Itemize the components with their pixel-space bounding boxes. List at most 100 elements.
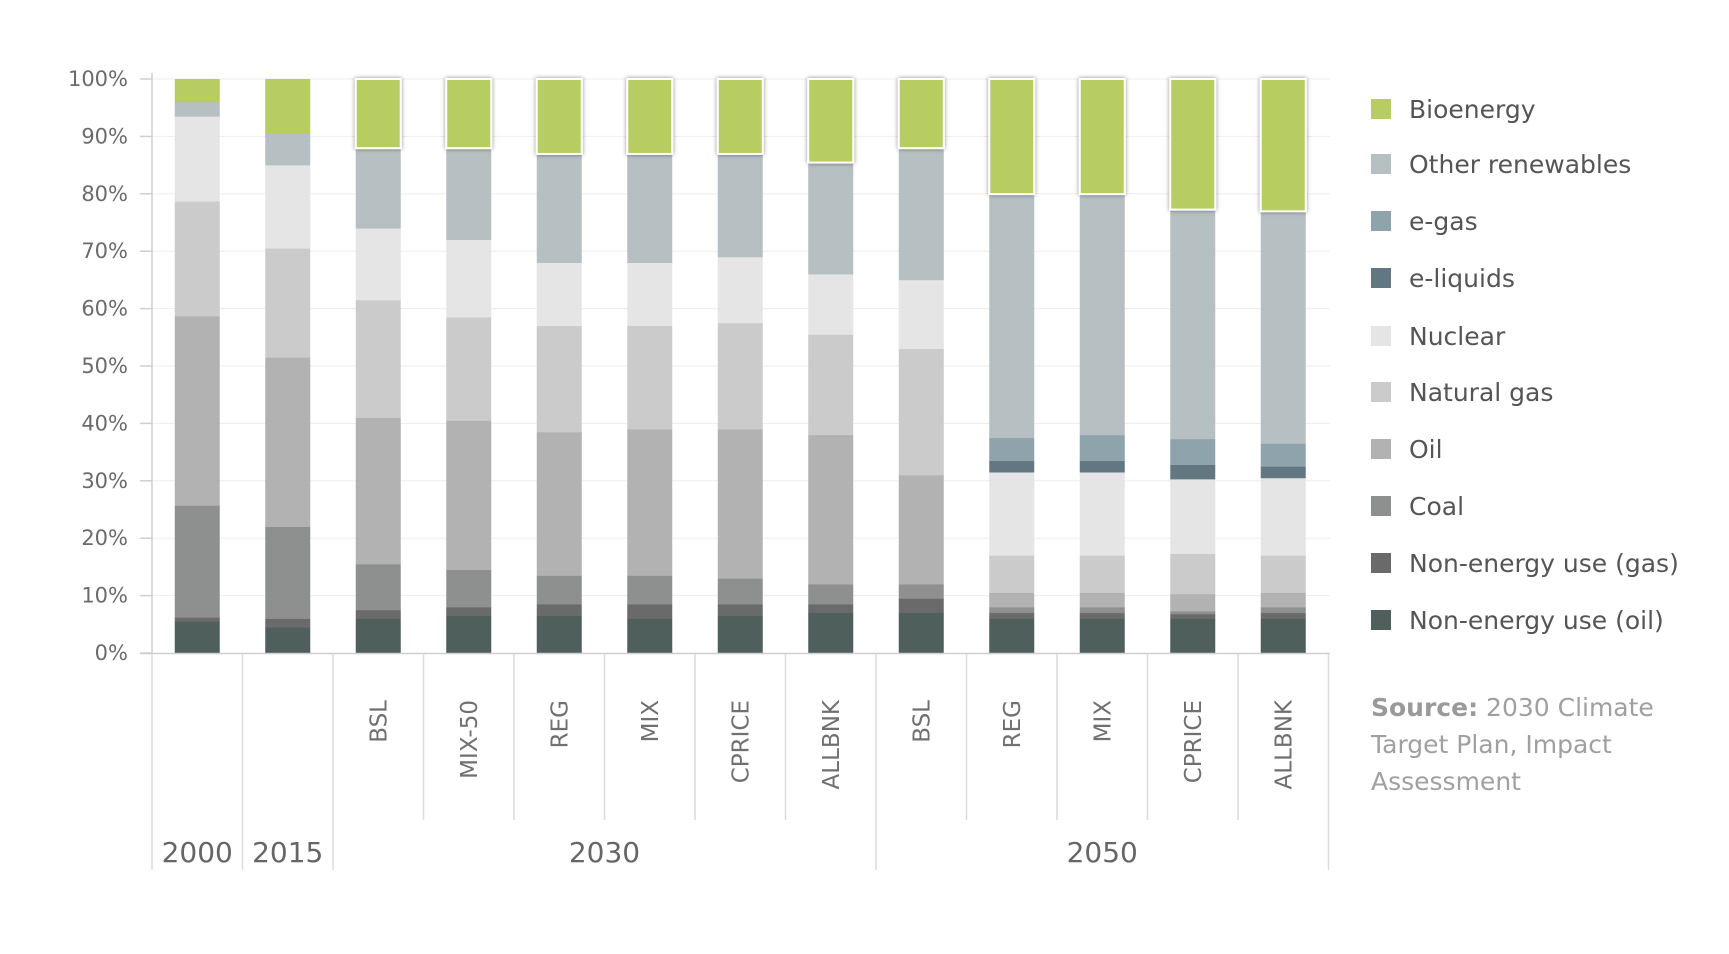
y-tick-label: 0% <box>95 641 128 665</box>
source-text: Source: 2030 Climate <box>1371 693 1654 722</box>
bar-segment-bioenergy <box>1259 78 1307 213</box>
y-tick-label: 20% <box>81 526 128 550</box>
bar-stack <box>1078 78 1126 654</box>
bar-segment-non-energy-use-gas <box>989 612 1035 619</box>
bar-stack <box>265 79 311 654</box>
y-tick-label: 100% <box>68 67 128 91</box>
bar-segment-non-energy-use-oil <box>717 615 763 654</box>
bar-segment-nuclear <box>355 228 401 301</box>
bar-stack <box>535 78 583 654</box>
bar-segment-e-gas <box>1170 438 1216 466</box>
legend-label: Non-energy use (gas) <box>1409 549 1679 578</box>
bar-segment-other-renewables <box>627 153 673 263</box>
legend: Bioenergy Other renewables e-gas e-liquids N… <box>1371 95 1679 635</box>
bar-segment-oil <box>536 432 582 576</box>
bar-segment-bioenergy <box>988 78 1036 196</box>
bar-segment-nuclear <box>536 262 582 327</box>
bar-segment-oil <box>627 429 673 576</box>
group-label: 2015 <box>252 836 323 869</box>
group-label: 2000 <box>162 836 233 869</box>
y-tick-label: 60% <box>81 297 128 321</box>
bar-segment-natural-gas <box>446 317 492 421</box>
bar-segment-other-renewables <box>717 153 763 258</box>
bar-segment-oil <box>355 417 401 565</box>
bar-segment-natural-gas <box>265 248 311 358</box>
bar-segment-natural-gas <box>174 201 220 317</box>
bar-segment-non-energy-use-gas <box>446 607 492 616</box>
bar-segment-bioenergy <box>626 78 674 155</box>
legend-label: e-liquids <box>1409 264 1515 293</box>
y-tick-label: 80% <box>81 182 128 206</box>
bar-segment-bioenergy <box>1169 78 1217 211</box>
bar-segment-non-energy-use-oil <box>627 618 673 654</box>
legend-swatch <box>1371 553 1391 573</box>
bar-stack <box>354 78 402 654</box>
x-tick-label: CPRICE <box>1181 700 1207 783</box>
bar-segment-coal <box>355 564 401 611</box>
bar-segment-coal <box>808 584 854 605</box>
bar-segment-coal <box>265 526 311 619</box>
bar-segment-nuclear <box>1170 479 1216 554</box>
bar-stack <box>1169 78 1217 654</box>
bar-segment-natural-gas <box>989 555 1035 594</box>
bar-segment-oil <box>1170 593 1216 612</box>
bar-segment-nuclear <box>446 239 492 318</box>
bar-segment-nuclear <box>808 274 854 335</box>
bar-segment-bioenergy <box>354 78 402 150</box>
legend-swatch <box>1371 439 1391 459</box>
bar-segment-non-energy-use-oil <box>265 627 311 654</box>
bar-segment-e-gas <box>1260 443 1306 467</box>
bar-segment-e-gas <box>1079 434 1125 462</box>
bar-segment-bioenergy <box>1078 78 1126 196</box>
bar-segment-non-energy-use-oil <box>1260 618 1306 654</box>
bar-segment-non-energy-use-oil <box>1170 618 1216 654</box>
bar-segment-bioenergy <box>445 78 493 150</box>
legend-label: Bioenergy <box>1409 95 1536 124</box>
bar-stack <box>626 78 674 654</box>
legend-swatch <box>1371 154 1391 174</box>
bar-segment-e-liquids <box>989 460 1035 473</box>
y-axis-ticks: 0% 10% 20% 30% 40% 50% 60% 70% 80% 90% 100% <box>68 67 152 665</box>
bar-segment-nuclear <box>989 472 1035 556</box>
axes <box>140 73 1330 870</box>
legend-label: Non-energy use (oil) <box>1409 606 1664 635</box>
x-tick-label: ALLBNK <box>1271 699 1297 789</box>
y-tick-label: 50% <box>81 354 128 378</box>
bar-segment-non-energy-use-gas <box>1079 612 1125 619</box>
bar-segment-bioenergy <box>265 79 311 134</box>
bar-segment-nuclear <box>627 262 673 327</box>
legend-swatch <box>1371 496 1391 516</box>
legend-label: Nuclear <box>1409 322 1506 351</box>
x-tick-label: MIX <box>638 700 664 743</box>
bar-segment-coal <box>446 569 492 608</box>
bar-segment-other-renewables <box>1260 211 1306 444</box>
bar-segment-other-renewables <box>1170 209 1216 440</box>
bar-segment-non-energy-use-gas <box>627 604 673 619</box>
bar-segment-nuclear <box>1079 472 1125 556</box>
bar-segment-natural-gas <box>627 325 673 430</box>
bar-segment-other-renewables <box>446 147 492 241</box>
bar-segment-other-renewables <box>265 133 311 166</box>
bars <box>174 78 1307 654</box>
bar-segment-other-renewables <box>989 193 1035 439</box>
source-line: 2030 Climate <box>1478 693 1654 722</box>
bar-segment-oil <box>717 429 763 579</box>
group-label: 2050 <box>1067 836 1138 869</box>
bar-segment-other-renewables <box>536 153 582 263</box>
bar-segment-non-energy-use-gas <box>1170 613 1216 619</box>
bar-segment-bioenergy <box>535 78 583 155</box>
bar-segment-oil <box>989 592 1035 608</box>
legend-swatch <box>1371 326 1391 346</box>
bar-segment-nuclear <box>265 165 311 249</box>
legend-swatch <box>1371 99 1391 119</box>
legend-swatch <box>1371 610 1391 630</box>
bar-segment-coal <box>1170 611 1216 615</box>
bar-segment-oil <box>1079 592 1125 608</box>
x-tick-label: CPRICE <box>728 700 754 783</box>
bar-segment-non-energy-use-oil <box>355 618 401 654</box>
bar-segment-natural-gas <box>1079 555 1125 594</box>
bar-segment-oil <box>898 475 944 585</box>
bar-stack <box>174 79 220 654</box>
bar-segment-non-energy-use-gas <box>355 609 401 619</box>
